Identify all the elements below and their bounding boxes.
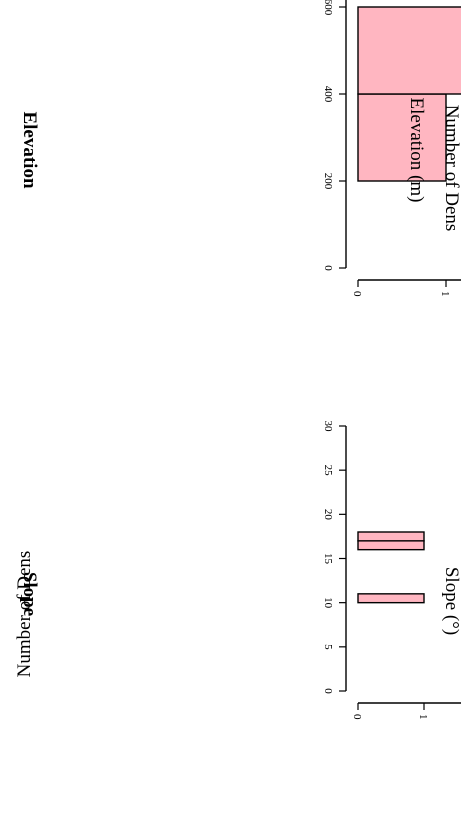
slope-count-tick-label-0: 0 <box>351 714 363 720</box>
slope-xlabel: Slope (°) <box>441 567 461 635</box>
elevation-ylabel: Number of Dens <box>441 105 461 232</box>
elevation-title: Elevation <box>19 111 40 188</box>
slope-value-tick-label-5: 25 <box>322 465 334 477</box>
slope-ylabel: Number of Dens <box>14 551 35 678</box>
elevation-bar-0 <box>357 93 447 182</box>
elevation-count-tick-label-0: 0 <box>351 291 363 297</box>
slope-title: Slope <box>19 572 40 616</box>
slope-value-tick-label-2: 10 <box>322 597 334 609</box>
elevation-value-tick-label-1: 200 <box>322 173 334 190</box>
slope-value-tick-label-3: 15 <box>322 553 334 565</box>
elevation-count-tick-label-1: 1 <box>439 291 451 297</box>
elevation-histogram: 02004006008000123 Elevation Elevation (m… <box>19 0 461 297</box>
slope-value-tick-label-6: 30 <box>322 421 334 433</box>
elevation-bar-1 <box>357 6 461 95</box>
slope-bar-2 <box>357 531 425 542</box>
slope-value-tick-label-0: 0 <box>322 688 334 694</box>
slope-bar-1 <box>357 540 425 551</box>
elevation-value-tick-label-2: 400 <box>322 86 334 103</box>
elevation-xlabel: Elevation (m) <box>406 98 427 203</box>
slope-histogram: 05101520253001234 Slope Slope (°) Number… <box>14 421 461 720</box>
slope-bar-0 <box>357 593 425 604</box>
elevation-value-tick-label-3: 600 <box>322 0 334 16</box>
slope-count-tick-label-1: 1 <box>417 714 429 720</box>
slope-value-tick-label-4: 20 <box>322 509 334 521</box>
slope-value-tick-label-1: 5 <box>322 644 334 650</box>
elevation-value-tick-label-0: 0 <box>322 265 334 271</box>
